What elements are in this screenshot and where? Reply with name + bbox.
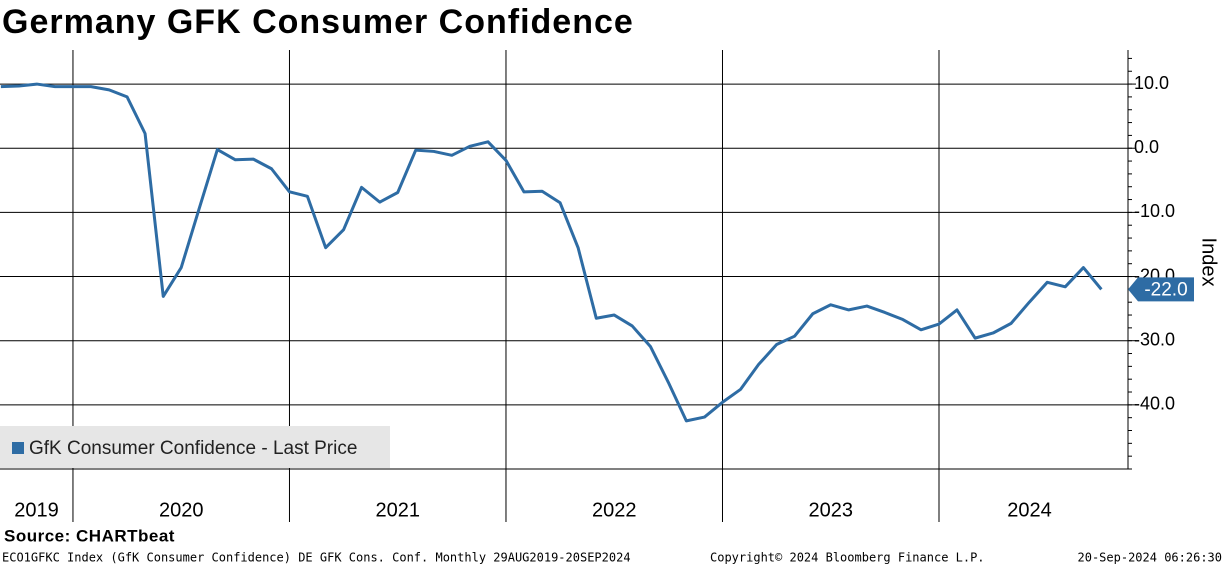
x-tick-label: 2022 [592, 499, 637, 521]
source: Source: CHARTbeat [4, 526, 175, 545]
legend-swatch [12, 442, 24, 454]
y-tick-label: -10.0 [1134, 201, 1175, 221]
x-tick-label: 2023 [808, 499, 853, 521]
value-label: -22.0 [1144, 279, 1187, 300]
footer-center: Copyright© 2024 Bloomberg Finance L.P. [710, 551, 985, 565]
footer-left: ECO1GFKC Index (GfK Consumer Confidence)… [2, 551, 631, 565]
y-tick-label: -40.0 [1134, 394, 1175, 414]
line [0, 82, 1103, 423]
legend-box [0, 426, 390, 468]
legend-label: GfK Consumer Confidence - Last Price [29, 438, 357, 459]
value-callout [1128, 277, 1194, 302]
x-tick-label: 2021 [375, 499, 420, 521]
y-axis-label: Index [1198, 238, 1220, 287]
y-tick-label: -30.0 [1134, 329, 1175, 349]
y-tick-label: 0.0 [1134, 137, 1159, 157]
chart-title: Germany GFK Consumer Confidence [2, 3, 634, 41]
footer-right: 20-Sep-2024 06:26:30 [1078, 551, 1223, 565]
x-tick-label: 2024 [1007, 499, 1052, 521]
x-tick-label: 2019 [14, 499, 59, 521]
y-tick-label: 10.0 [1134, 73, 1169, 93]
x-tick-label: 2020 [159, 499, 204, 521]
